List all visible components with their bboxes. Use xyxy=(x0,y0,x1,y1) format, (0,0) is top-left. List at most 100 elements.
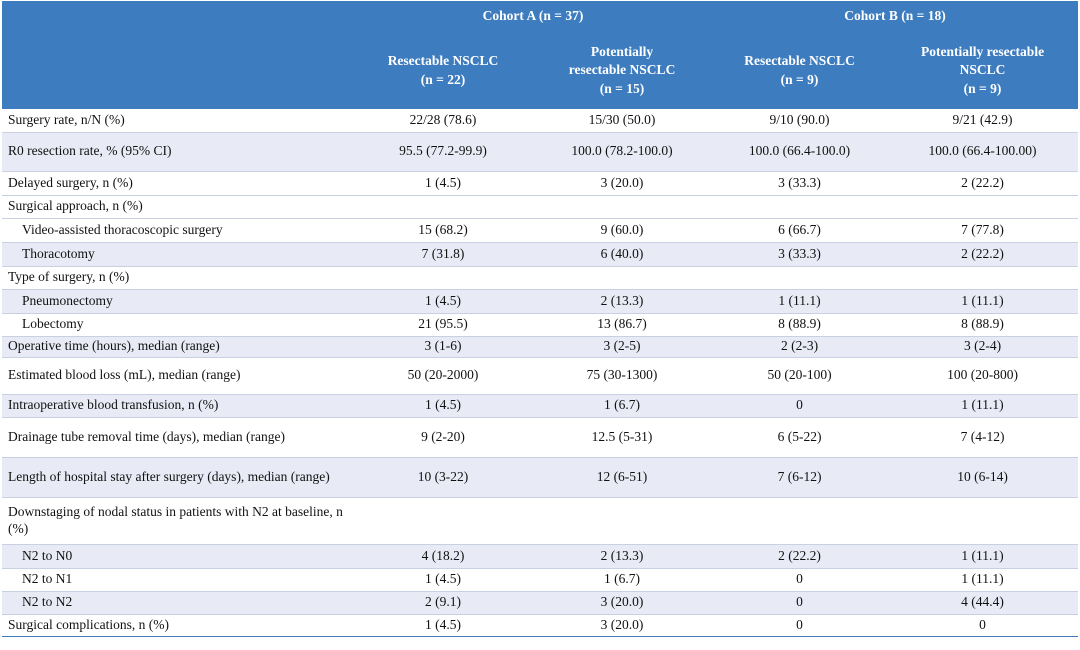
value-cell xyxy=(887,266,1079,290)
value-cell: 1 (11.1) xyxy=(712,289,888,314)
value-cell: 1 (11.1) xyxy=(887,544,1079,569)
value-cell: 7 (31.8) xyxy=(354,242,532,267)
row-label: Surgical approach, n (%) xyxy=(2,195,354,219)
value-cell: 6 (66.7) xyxy=(712,218,888,243)
table-row: Length of hospital stay after surgery (d… xyxy=(2,457,1079,498)
value-cell xyxy=(887,497,1079,545)
group-header: Potentially resectable NSCLC (n = 15) xyxy=(532,32,713,109)
value-cell: 50 (20-2000) xyxy=(354,357,532,395)
header-cell xyxy=(2,1,354,32)
value-cell: 12 (6-51) xyxy=(532,457,713,498)
table-row: R0 resection rate, % (95% CI) 95.5 (77.2-… xyxy=(2,132,1079,172)
row-label: Length of hospital stay after surgery (d… xyxy=(2,457,354,498)
row-label: Drainage tube removal time (days), media… xyxy=(2,417,354,458)
value-cell: 1 (4.5) xyxy=(354,614,532,637)
value-cell xyxy=(887,195,1079,219)
value-cell: 1 (11.1) xyxy=(887,568,1079,592)
value-cell xyxy=(532,195,713,219)
row-label: Lobectomy xyxy=(2,313,354,337)
value-cell: 1 (4.5) xyxy=(354,289,532,314)
header-cell xyxy=(2,32,354,109)
value-cell: 0 xyxy=(712,568,888,592)
value-cell: 3 (1-6) xyxy=(354,336,532,358)
cohort-header: Cohort B (n = 18) xyxy=(712,1,1079,32)
value-cell: 7 (77.8) xyxy=(887,218,1079,243)
value-cell: 0 xyxy=(712,614,888,637)
header-row: Cohort A (n = 37) Cohort B (n = 18) xyxy=(2,1,1079,32)
value-cell: 1 (6.7) xyxy=(532,394,713,418)
value-cell: 100.0 (66.4-100.0) xyxy=(712,132,888,172)
table-row: Pneumonectomy 1 (4.5) 2 (13.3) 1 (11.1) 1 (1… xyxy=(2,289,1079,314)
value-cell xyxy=(712,266,888,290)
value-cell: 7 (4-12) xyxy=(887,417,1079,458)
value-cell: 1 (4.5) xyxy=(354,394,532,418)
table-row: Downstaging of nodal status in patients … xyxy=(2,497,1079,545)
table-row: Estimated blood loss (mL), median (range… xyxy=(2,357,1079,395)
value-cell: 2 (22.2) xyxy=(712,544,888,569)
row-label: N2 to N0 xyxy=(2,544,354,569)
group-header: Resectable NSCLC (n = 22) xyxy=(354,32,532,109)
table-row: N2 to N0 4 (18.2) 2 (13.3) 2 (22.2) 1 (11.1) xyxy=(2,544,1079,569)
group-header: Potentially resectable NSCLC (n = 9) xyxy=(887,32,1079,109)
value-cell: 1 (6.7) xyxy=(532,568,713,592)
value-cell: 100 (20-800) xyxy=(887,357,1079,395)
value-cell: 2 (22.2) xyxy=(887,242,1079,267)
value-cell: 100.0 (78.2-100.0) xyxy=(532,132,713,172)
value-cell: 100.0 (66.4-100.00) xyxy=(887,132,1079,172)
value-cell: 3 (2-5) xyxy=(532,336,713,358)
value-cell xyxy=(712,195,888,219)
row-label: N2 to N1 xyxy=(2,568,354,592)
row-label: Video-assisted thoracoscopic surgery xyxy=(2,218,354,243)
value-cell xyxy=(354,195,532,219)
value-cell: 1 (4.5) xyxy=(354,568,532,592)
table-row: Surgery rate, n/N (%) 22/28 (78.6) 15/30 (… xyxy=(2,109,1079,133)
table-row: Type of surgery, n (%) xyxy=(2,266,1079,290)
table-row: Drainage tube removal time (days), media… xyxy=(2,417,1079,458)
value-cell: 2 (13.3) xyxy=(532,289,713,314)
value-cell: 22/28 (78.6) xyxy=(354,109,532,133)
value-cell: 1 (11.1) xyxy=(887,394,1079,418)
row-label: Surgical complications, n (%) xyxy=(2,614,354,637)
value-cell: 10 (6-14) xyxy=(887,457,1079,498)
value-cell: 75 (30-1300) xyxy=(532,357,713,395)
value-cell: 7 (6-12) xyxy=(712,457,888,498)
row-label: Thoracotomy xyxy=(2,242,354,267)
value-cell: 10 (3-22) xyxy=(354,457,532,498)
value-cell: 3 (33.3) xyxy=(712,242,888,267)
row-label: Estimated blood loss (mL), median (range… xyxy=(2,357,354,395)
row-label: Type of surgery, n (%) xyxy=(2,266,354,290)
value-cell: 9 (2-20) xyxy=(354,417,532,458)
value-cell: 95.5 (77.2-99.9) xyxy=(354,132,532,172)
header-row: Resectable NSCLC (n = 22) Potentially re… xyxy=(2,32,1079,109)
value-cell: 6 (40.0) xyxy=(532,242,713,267)
table-row: Delayed surgery, n (%) 1 (4.5) 3 (20.0) 3 (… xyxy=(2,171,1079,196)
value-cell: 2 (9.1) xyxy=(354,591,532,615)
value-cell: 3 (2-4) xyxy=(887,336,1079,358)
value-cell: 0 xyxy=(712,591,888,615)
table-row: Thoracotomy 7 (31.8) 6 (40.0) 3 (33.3) 2 (22… xyxy=(2,242,1079,267)
value-cell: 2 (2-3) xyxy=(712,336,888,358)
row-label: Downstaging of nodal status in patients … xyxy=(2,497,354,545)
row-label: Surgery rate, n/N (%) xyxy=(2,109,354,133)
value-cell: 8 (88.9) xyxy=(887,313,1079,337)
table-row: Operative time (hours), median (range) 3 … xyxy=(2,336,1079,358)
row-label: N2 to N2 xyxy=(2,591,354,615)
group-header: Resectable NSCLC (n = 9) xyxy=(712,32,888,109)
value-cell xyxy=(354,497,532,545)
value-cell: 4 (44.4) xyxy=(887,591,1079,615)
value-cell: 0 xyxy=(887,614,1079,637)
value-cell: 0 xyxy=(712,394,888,418)
row-label: Delayed surgery, n (%) xyxy=(2,171,354,196)
value-cell: 1 (4.5) xyxy=(354,171,532,196)
value-cell: 2 (13.3) xyxy=(532,544,713,569)
value-cell: 3 (20.0) xyxy=(532,591,713,615)
row-label: Intraoperative blood transfusion, n (%) xyxy=(2,394,354,418)
value-cell: 15/30 (50.0) xyxy=(532,109,713,133)
row-label: R0 resection rate, % (95% CI) xyxy=(2,132,354,172)
value-cell: 13 (86.7) xyxy=(532,313,713,337)
row-label: Pneumonectomy xyxy=(2,289,354,314)
value-cell: 50 (20-100) xyxy=(712,357,888,395)
value-cell: 3 (20.0) xyxy=(532,171,713,196)
value-cell: 3 (33.3) xyxy=(712,171,888,196)
value-cell: 1 (11.1) xyxy=(887,289,1079,314)
